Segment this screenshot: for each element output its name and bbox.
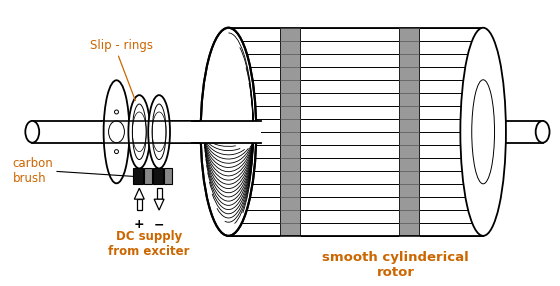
Ellipse shape	[128, 95, 150, 168]
Ellipse shape	[114, 150, 119, 154]
Bar	[153, 168, 163, 184]
Bar	[280, 28, 300, 236]
Bar	[228, 28, 483, 236]
Ellipse shape	[109, 121, 124, 143]
Ellipse shape	[114, 110, 119, 114]
Bar	[101, 121, 191, 143]
Bar	[144, 168, 152, 184]
Polygon shape	[154, 199, 164, 210]
Bar	[196, 121, 261, 143]
Text: +: +	[134, 218, 144, 231]
Bar	[399, 28, 419, 236]
Ellipse shape	[148, 95, 170, 168]
Bar	[157, 188, 162, 199]
Ellipse shape	[460, 28, 506, 236]
Ellipse shape	[25, 121, 39, 143]
Ellipse shape	[200, 28, 256, 236]
Text: −: −	[154, 218, 164, 231]
Polygon shape	[134, 188, 144, 199]
Text: smooth cylinderical
rotor: smooth cylinderical rotor	[322, 251, 469, 279]
Bar	[164, 168, 172, 184]
Ellipse shape	[536, 121, 549, 143]
Text: DC supply
from exciter: DC supply from exciter	[109, 230, 190, 258]
Text: Slip - rings: Slip - rings	[90, 39, 153, 51]
Ellipse shape	[104, 80, 129, 183]
Bar	[137, 199, 142, 210]
Text: carbon
brush: carbon brush	[12, 157, 53, 185]
Bar	[133, 168, 143, 184]
